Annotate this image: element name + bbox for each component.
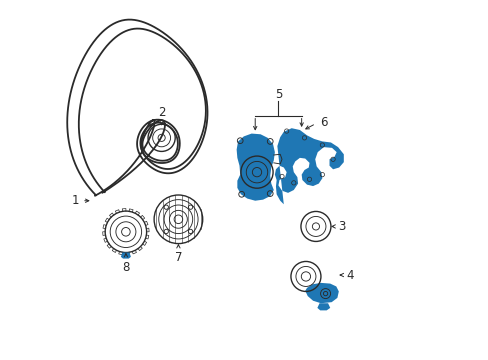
Polygon shape [274,128,343,204]
Text: 4: 4 [346,269,353,282]
Polygon shape [121,252,131,258]
Text: 8: 8 [122,261,129,274]
Text: 7: 7 [174,251,182,265]
Text: 1: 1 [72,194,80,207]
Polygon shape [305,283,338,303]
Text: 6: 6 [320,116,327,129]
Polygon shape [317,303,329,310]
Text: 3: 3 [337,220,345,233]
Text: 5: 5 [274,88,282,101]
Polygon shape [236,134,274,201]
Text: 2: 2 [158,105,165,118]
